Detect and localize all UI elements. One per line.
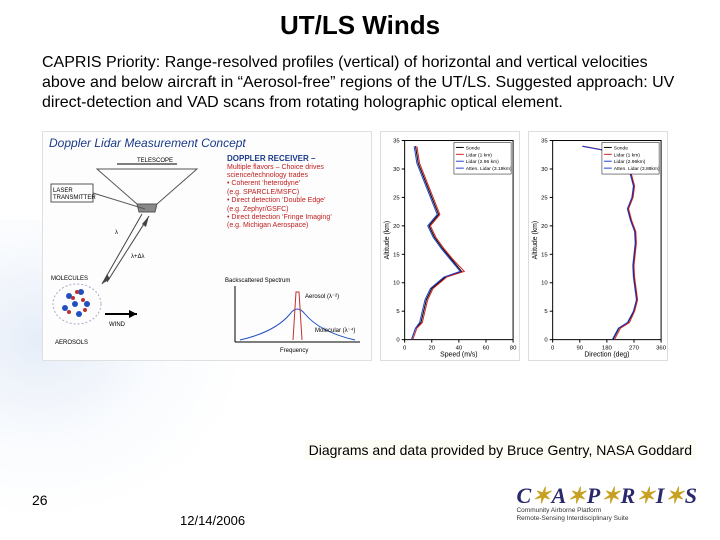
svg-text:Sonde: Sonde	[466, 145, 480, 151]
logo-main: C✶A✶P✶R✶I✶S	[516, 485, 698, 507]
telescope-icon	[97, 164, 197, 212]
receiver-line: (e.g. SPARCLE/MSFC)	[227, 189, 367, 197]
slide-date: 12/14/2006	[180, 513, 245, 528]
beam-lambda-out: λ	[115, 230, 118, 236]
receiver-line: (e.g. Michigan Aerospace)	[227, 222, 367, 230]
receiver-line: Multiple flavors – Choice drives	[227, 164, 367, 172]
svg-text:15: 15	[541, 252, 548, 258]
laser-label-2: TRANSMITTER	[53, 195, 96, 201]
spectrum-mol-label: Molecular (λ⁻⁴)	[315, 327, 355, 334]
svg-text:0: 0	[551, 346, 555, 352]
svg-text:90: 90	[576, 346, 583, 352]
slide-title: UT/LS Winds	[40, 10, 680, 41]
receiver-line: • Direct detection ‘Double Edge’	[227, 197, 367, 205]
page-number: 26	[32, 492, 48, 508]
svg-text:10: 10	[541, 281, 548, 287]
svg-text:20: 20	[541, 224, 548, 230]
receiver-line: science/technology trades	[227, 172, 367, 180]
svg-text:Sonde: Sonde	[614, 145, 628, 151]
receiver-text-block: DOPPLER RECEIVER – Multiple flavors – Ch…	[227, 154, 367, 231]
receiver-line: (e.g. Zephyr/GSFC)	[227, 206, 367, 214]
svg-text:Lidar (1 km): Lidar (1 km)	[466, 152, 493, 158]
beam-lambda-in: λ+Δλ	[131, 254, 145, 260]
svg-text:25: 25	[541, 195, 548, 201]
receiver-header: DOPPLER RECEIVER –	[227, 154, 367, 164]
svg-text:20: 20	[393, 224, 400, 230]
svg-text:5: 5	[396, 309, 400, 315]
svg-text:10: 10	[393, 281, 400, 287]
figure-row: Doppler Lidar Measurement Concept TELESC…	[40, 131, 680, 361]
aerosols-label: AEROSOLS	[55, 340, 88, 346]
capris-logo: C✶A✶P✶R✶I✶S Community Airborne Platform …	[516, 485, 698, 522]
svg-text:Lidar (2.96km): Lidar (2.96km)	[614, 159, 646, 165]
svg-text:80: 80	[510, 346, 517, 352]
body-paragraph: CAPRIS Priority: Range-resolved profiles…	[40, 53, 680, 113]
svg-text:35: 35	[541, 139, 548, 145]
svg-text:Lidar (2.96 km): Lidar (2.96 km)	[466, 159, 499, 165]
concept-svg: TELESCOPE LASER TRANSMITTER λ λ+Δλ	[47, 154, 227, 354]
svg-text:0: 0	[403, 346, 407, 352]
spectrum-molecular-curve	[240, 309, 355, 340]
logo-sub2: Remote-Sensing Interdisciplinary Suite	[516, 516, 698, 523]
receiver-line: • Direct detection ‘Fringe Imaging’	[227, 214, 367, 222]
spectrum-aer-label: Aerosol (λ⁻²)	[305, 294, 339, 300]
svg-text:20: 20	[428, 346, 435, 352]
svg-text:30: 30	[541, 167, 548, 173]
spectrum-title: Backscattered Spectrum	[225, 278, 290, 284]
svg-text:360: 360	[656, 346, 667, 352]
speed-chart: 02040608005101520253035Speed (m/s)Altitu…	[380, 131, 520, 361]
concept-title: Doppler Lidar Measurement Concept	[43, 132, 371, 154]
svg-text:270: 270	[629, 346, 640, 352]
direction-chart: 09018027036005101520253035Direction (deg…	[528, 131, 668, 361]
svg-text:Lidar (1 km): Lidar (1 km)	[614, 152, 641, 158]
svg-text:Atten. Lidar (3.88km): Atten. Lidar (3.88km)	[614, 166, 660, 172]
svg-text:Atten. Lidar (3.19km): Atten. Lidar (3.19km)	[466, 166, 512, 172]
logo-sub1: Community Airborne Platform	[516, 508, 698, 515]
svg-text:Speed (m/s): Speed (m/s)	[440, 351, 477, 358]
svg-text:25: 25	[393, 195, 400, 201]
svg-text:30: 30	[393, 167, 400, 173]
laser-label-1: LASER	[53, 188, 73, 194]
spectrum-x-label: Frequency	[280, 348, 308, 354]
svg-text:Direction (deg): Direction (deg)	[584, 351, 629, 358]
molecule-dots	[62, 289, 90, 317]
slide-container: UT/LS Winds CAPRIS Priority: Range-resol…	[0, 0, 720, 540]
svg-text:Altitude (km): Altitude (km)	[532, 221, 539, 260]
wind-label: WIND	[109, 322, 126, 328]
svg-text:Altitude (km): Altitude (km)	[384, 221, 391, 260]
spectrum-plot: Backscattered Spectrum Molecular (λ⁻⁴) A…	[225, 274, 365, 354]
svg-text:0: 0	[544, 338, 548, 344]
svg-text:15: 15	[393, 252, 400, 258]
svg-text:5: 5	[544, 309, 548, 315]
svg-text:0: 0	[396, 338, 400, 344]
spectrum-aerosol-curve	[293, 292, 302, 340]
telescope-label: TELESCOPE	[137, 158, 173, 164]
svg-text:60: 60	[483, 346, 490, 352]
receiver-line: • Coherent ‘heterodyne’	[227, 180, 367, 188]
molecules-label: MOLECULES	[51, 276, 88, 282]
concept-diagram: Doppler Lidar Measurement Concept TELESC…	[42, 131, 372, 361]
svg-text:35: 35	[393, 139, 400, 145]
credit-line: Diagrams and data provided by Bruce Gent…	[305, 440, 696, 460]
